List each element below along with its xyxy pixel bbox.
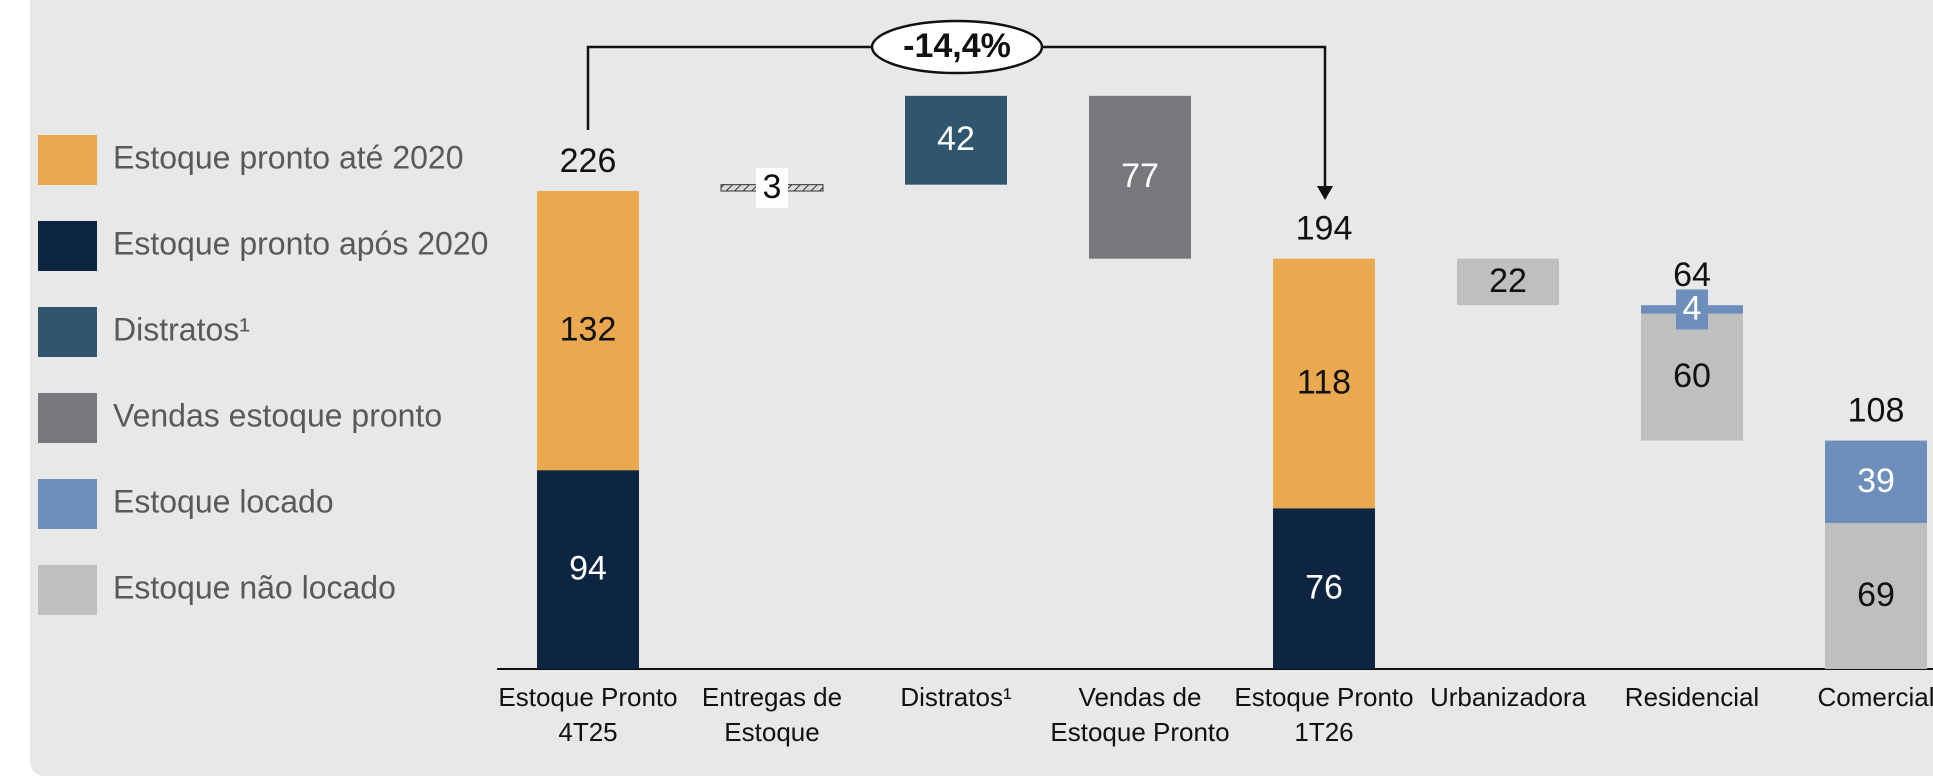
label-box <box>756 167 788 208</box>
bar-segment <box>1457 258 1559 306</box>
total-label: 194 <box>1296 210 1353 248</box>
legend-swatch <box>38 565 97 615</box>
legend-label: Estoque não locado <box>113 569 396 605</box>
data-label: 94 <box>569 550 607 588</box>
x-tick-label: Vendas de Estoque Pronto <box>1050 682 1230 747</box>
data-label: 3 <box>763 168 782 206</box>
legend-label: Estoque pronto após 2020 <box>113 225 488 261</box>
bar-segment <box>1825 440 1927 524</box>
x-tick-label: Residencial <box>1624 682 1760 712</box>
legend-swatch <box>38 307 97 357</box>
legend-swatch <box>38 135 97 185</box>
bar-segment <box>537 191 639 471</box>
legend-label: Vendas estoque pronto <box>113 397 442 433</box>
label-box <box>1676 289 1708 330</box>
annotation-bubble <box>870 19 1044 75</box>
bar-segment <box>1641 313 1743 441</box>
data-label: 118 <box>1297 363 1351 401</box>
bar-segment <box>1273 508 1375 669</box>
legend-label: Distratos¹ <box>113 311 250 347</box>
bar-segment <box>905 95 1007 185</box>
data-label: 69 <box>1857 576 1895 614</box>
total-label: 108 <box>1848 392 1905 430</box>
data-label: 39 <box>1857 462 1895 500</box>
x-tick-label: Estoque Pronto 4T25 <box>498 682 678 747</box>
x-tick-label: Estoque Pronto 1T26 <box>1234 682 1414 747</box>
data-label: 42 <box>937 120 975 158</box>
annotation: -14,4% <box>903 27 1011 65</box>
x-tick-label: Urbanizadora <box>1429 682 1587 712</box>
x-tick-label: Distratos¹ <box>900 682 1012 712</box>
bar-segment <box>1825 523 1927 669</box>
bracket <box>586 45 1327 190</box>
data-label: 4 <box>1683 289 1702 327</box>
legend-label: Estoque pronto até 2020 <box>113 139 464 175</box>
bar-segment <box>537 470 639 669</box>
data-label: 132 <box>560 311 617 349</box>
total-label: 64 <box>1673 256 1711 294</box>
legend-swatch <box>38 479 97 529</box>
x-tick-label: Comercial <box>1817 682 1933 712</box>
bar-segment <box>1089 95 1191 259</box>
data-label: 76 <box>1305 569 1343 607</box>
legend-swatch <box>38 221 97 271</box>
arrow-head <box>1317 186 1333 200</box>
data-label: 22 <box>1489 262 1527 300</box>
legend-swatch <box>38 393 97 443</box>
data-label: 60 <box>1673 357 1711 395</box>
total-label: 226 <box>560 142 617 180</box>
data-label: 77 <box>1121 157 1159 195</box>
x-tick-label: Entregas de Estoque <box>701 682 843 747</box>
bar-segment <box>1273 258 1375 509</box>
legend-label: Estoque locado <box>113 483 334 519</box>
